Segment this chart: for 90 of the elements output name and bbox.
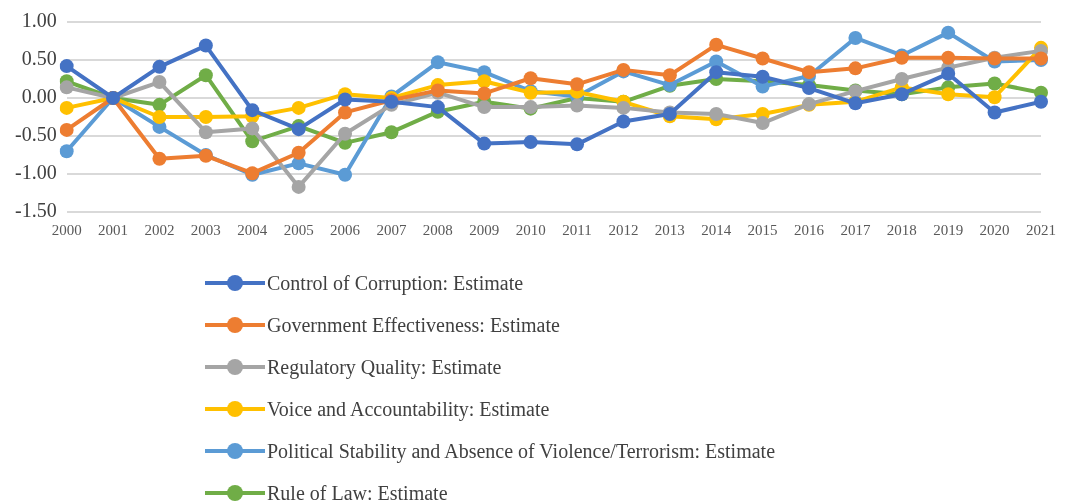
x-tick-label: 2003 bbox=[190, 221, 221, 238]
point bbox=[477, 136, 492, 151]
point bbox=[291, 100, 306, 115]
point bbox=[662, 68, 677, 83]
point bbox=[338, 167, 353, 182]
point bbox=[245, 134, 260, 149]
point bbox=[570, 98, 585, 113]
point bbox=[245, 121, 260, 136]
point bbox=[152, 151, 167, 166]
x-tick-label: 2019 bbox=[933, 221, 964, 238]
point bbox=[1034, 94, 1048, 109]
point bbox=[59, 80, 74, 95]
x-tick-label: 2009 bbox=[469, 221, 500, 238]
point bbox=[198, 38, 213, 53]
x-tick-label: 2010 bbox=[515, 221, 546, 238]
x-tick-label: 2020 bbox=[979, 221, 1010, 238]
point bbox=[570, 137, 585, 152]
x-tick-label: 2001 bbox=[98, 221, 129, 238]
point bbox=[152, 75, 167, 90]
legend-label: Rule of Law: Estimate bbox=[267, 481, 448, 504]
point bbox=[59, 59, 74, 74]
point bbox=[987, 105, 1002, 120]
point bbox=[709, 37, 724, 52]
point bbox=[291, 179, 306, 194]
point bbox=[59, 100, 74, 115]
point bbox=[755, 69, 770, 84]
point bbox=[941, 50, 956, 65]
x-tick-label: 2011 bbox=[562, 221, 592, 238]
point bbox=[152, 59, 167, 74]
y-tick-label: 1.00 bbox=[21, 9, 57, 32]
point bbox=[616, 100, 631, 115]
point bbox=[59, 144, 74, 159]
point bbox=[430, 100, 445, 115]
point bbox=[941, 25, 956, 40]
x-tick-label: 2016 bbox=[794, 221, 825, 238]
y-tick-label: -0.50 bbox=[14, 123, 57, 146]
point bbox=[198, 110, 213, 124]
point bbox=[477, 74, 492, 89]
point bbox=[755, 116, 770, 131]
x-tick-label: 2015 bbox=[747, 221, 778, 238]
legend-label: Control of Corruption: Estimate bbox=[267, 271, 524, 295]
x-tick-label: 2017 bbox=[840, 221, 871, 238]
x-tick-label: 2008 bbox=[422, 221, 453, 238]
x-tick-label: 2014 bbox=[701, 221, 732, 238]
point bbox=[338, 105, 353, 120]
x-tick-label: 2006 bbox=[330, 221, 361, 238]
point bbox=[755, 51, 770, 66]
point bbox=[616, 114, 631, 129]
x-tick-label: 2004 bbox=[237, 221, 268, 238]
point bbox=[152, 97, 167, 112]
point bbox=[523, 135, 538, 150]
point bbox=[198, 125, 213, 140]
legend-label: Regulatory Quality: Estimate bbox=[267, 355, 502, 379]
x-tick-label: 2005 bbox=[283, 221, 314, 238]
point bbox=[198, 68, 213, 83]
legend-label: Voice and Accountability: Estimate bbox=[267, 397, 550, 421]
point bbox=[338, 126, 353, 141]
x-tick-label: 2021 bbox=[1026, 221, 1056, 238]
point bbox=[152, 110, 167, 124]
point bbox=[709, 106, 724, 121]
x-tick-label: 2013 bbox=[654, 221, 685, 238]
x-tick-label: 2018 bbox=[886, 221, 917, 238]
point bbox=[987, 90, 1002, 105]
point bbox=[941, 87, 956, 102]
point bbox=[848, 30, 863, 45]
y-tick-label: -1.50 bbox=[14, 199, 57, 222]
point bbox=[709, 65, 724, 80]
legend-label: Government Effectiveness: Estimate bbox=[267, 313, 560, 337]
y-tick-label: -1.00 bbox=[14, 161, 57, 184]
legend-label: Political Stability and Absence of Violence/Terrorism: Estimate bbox=[267, 439, 776, 463]
point bbox=[338, 92, 353, 107]
x-tick-label: 2012 bbox=[608, 221, 639, 238]
point bbox=[430, 55, 445, 70]
point bbox=[570, 77, 585, 92]
y-tick-label: 0.00 bbox=[21, 85, 57, 108]
point bbox=[245, 103, 260, 118]
point bbox=[477, 100, 492, 115]
x-tick-label: 2007 bbox=[376, 221, 407, 238]
point bbox=[59, 122, 74, 137]
x-tick-label: 2002 bbox=[144, 221, 175, 238]
point bbox=[894, 72, 909, 86]
y-tick-label: 0.50 bbox=[21, 47, 57, 70]
point bbox=[523, 71, 538, 86]
point bbox=[848, 61, 863, 76]
x-tick-label: 2000 bbox=[51, 221, 82, 238]
point bbox=[477, 86, 492, 101]
point bbox=[987, 76, 1002, 91]
point bbox=[384, 125, 399, 140]
point bbox=[291, 145, 306, 160]
point bbox=[941, 66, 956, 81]
